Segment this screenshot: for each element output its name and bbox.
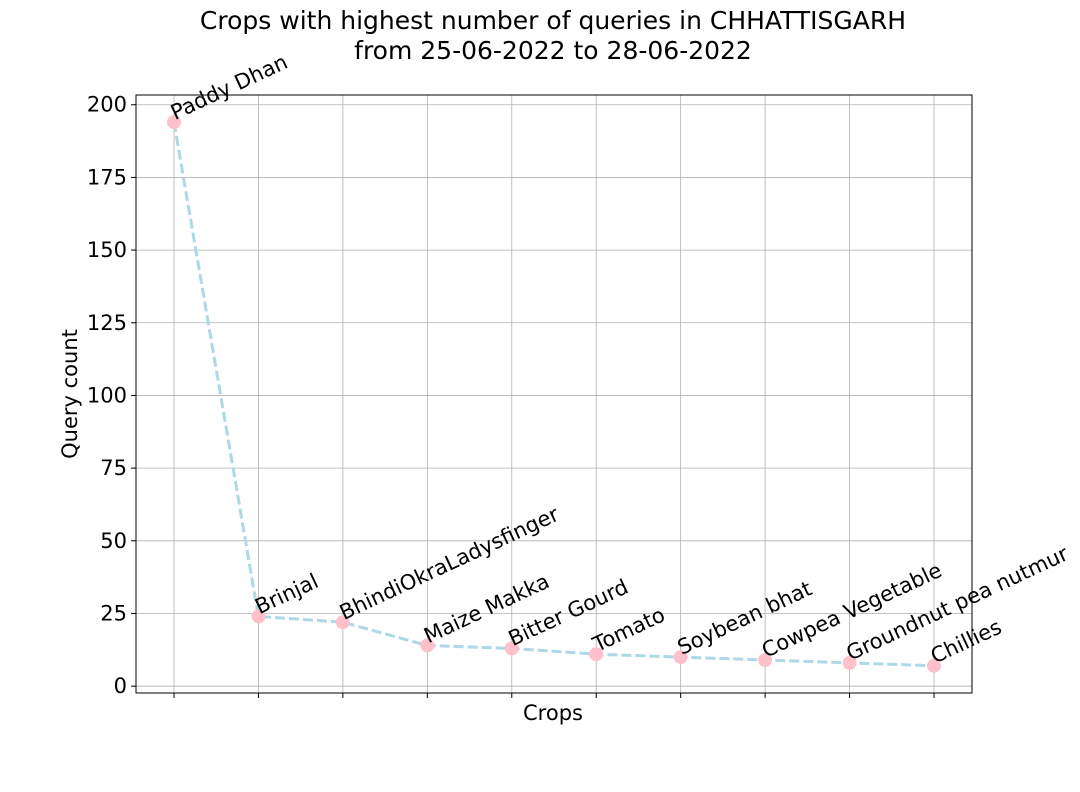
- data-label: Paddy Dhan: [167, 50, 291, 125]
- data-point: [420, 638, 435, 653]
- y-tick-label: 125: [87, 311, 127, 335]
- y-tick-label: 150: [87, 238, 127, 262]
- y-tick-label: 50: [100, 529, 127, 553]
- series-line: [172, 121, 935, 668]
- x-axis: [173, 693, 935, 698]
- y-tick-label: 200: [87, 93, 127, 117]
- chart-title-line2: from 25-06-2022 to 28-06-2022: [354, 36, 752, 65]
- data-point: [927, 658, 941, 673]
- data-point: [167, 115, 181, 130]
- y-tick-label: 75: [100, 456, 127, 480]
- data-label: BhindiOkraLadysfinger: [336, 502, 563, 625]
- y-tick-label: 175: [87, 165, 127, 189]
- series-layer: [167, 115, 941, 673]
- data-point: [673, 650, 688, 665]
- y-axis: 0 25 50 75 100 125 150 175 200: [87, 93, 136, 698]
- data-point: [758, 653, 773, 668]
- y-axis-label: Query count: [58, 329, 82, 459]
- data-point: [251, 609, 266, 624]
- grid-layer: [136, 95, 972, 693]
- data-label: Brinjal: [251, 569, 322, 619]
- chart-title-line1: Crops with highest number of queries in …: [200, 6, 906, 35]
- data-point: [842, 655, 857, 670]
- x-axis-label: Crops: [523, 701, 583, 725]
- data-point: [335, 615, 350, 630]
- plot-frame: [135, 94, 973, 694]
- data-point: [589, 647, 604, 662]
- y-tick-label: 100: [87, 383, 127, 407]
- data-point: [504, 641, 519, 656]
- y-tick-label: 25: [100, 601, 127, 625]
- y-tick-label: 0: [114, 674, 127, 698]
